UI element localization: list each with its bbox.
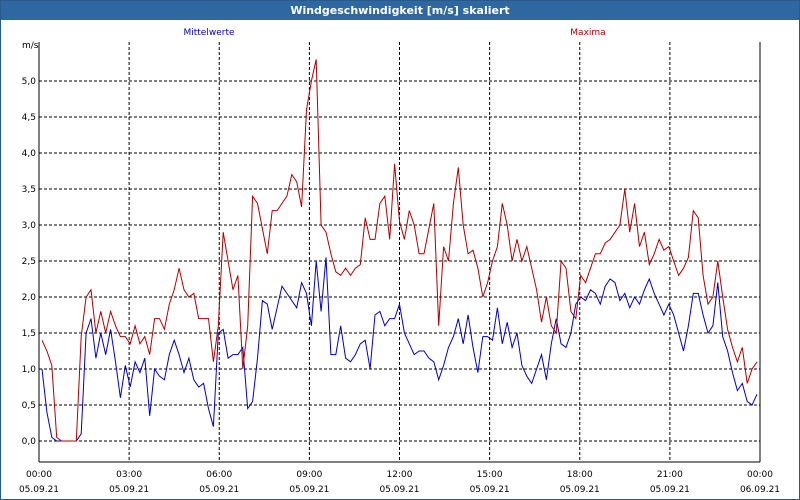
axes <box>38 42 761 463</box>
y-axis-label: m/s <box>22 41 39 51</box>
x-tick-date: 05.09.21 <box>379 485 419 495</box>
legend: Mittelwerte Maxima <box>183 28 605 38</box>
x-tick-date: 05.09.21 <box>560 485 600 495</box>
y-tick-label: 3,5 <box>22 185 36 195</box>
x-tick-date: 05.09.21 <box>650 485 690 495</box>
x-tick-date: 05.09.21 <box>199 485 239 495</box>
y-axis-ticks: 0,0 0,5 1,0 1,5 2,0 2,5 3,0 3,5 4,0 4,5 5,0 <box>22 77 37 447</box>
x-tick-time: 21:00 <box>657 470 683 480</box>
y-tick-label: 2,5 <box>22 257 36 267</box>
x-tick-date: 05.09.21 <box>19 485 59 495</box>
y-tick-label: 0,0 <box>22 437 37 447</box>
window-title: Windgeschwindigkeit [m/s] skaliert <box>1 1 799 20</box>
grid-lines <box>39 42 760 462</box>
legend-maxima: Maxima <box>570 28 605 38</box>
x-tick-date: 05.09.21 <box>470 485 510 495</box>
y-tick-label: 5,0 <box>22 77 37 87</box>
x-tick-time: 15:00 <box>477 470 503 480</box>
y-tick-label: 4,0 <box>22 149 37 159</box>
x-tick-time: 12:00 <box>387 470 413 480</box>
x-axis-ticks: 00:00 05.09.21 03:00 05.09.21 06:00 05.09.21 0… <box>19 470 780 495</box>
x-tick-time: 00:00 <box>26 470 52 480</box>
y-tick-label: 3,0 <box>22 221 37 231</box>
x-tick-time: 18:00 <box>567 470 593 480</box>
y-tick-label: 1,0 <box>22 365 37 375</box>
x-tick-time: 03:00 <box>116 470 142 480</box>
x-tick-time: 00:00 <box>747 470 773 480</box>
x-tick-date: 06.09.21 <box>740 485 780 495</box>
legend-mittelwerte: Mittelwerte <box>183 28 234 38</box>
y-tick-label: 2,0 <box>22 293 37 303</box>
x-tick-time: 06:00 <box>206 470 232 480</box>
x-tick-date: 05.09.21 <box>289 485 329 495</box>
series-line-maxima <box>41 59 758 442</box>
series-lines <box>41 59 758 442</box>
y-tick-label: 1,5 <box>22 329 36 339</box>
x-tick-date: 05.09.21 <box>109 485 149 495</box>
y-tick-label: 4,5 <box>22 113 36 123</box>
y-tick-label: 0,5 <box>22 401 36 411</box>
series-line-mittelwerte <box>41 257 758 442</box>
x-tick-time: 09:00 <box>296 470 322 480</box>
